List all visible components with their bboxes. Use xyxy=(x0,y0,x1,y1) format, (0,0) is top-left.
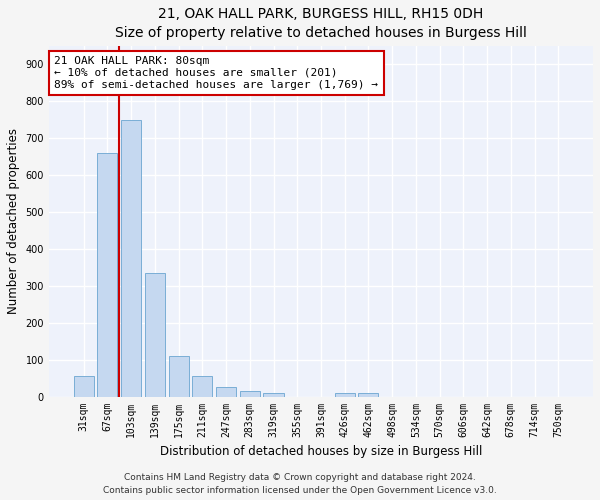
Title: 21, OAK HALL PARK, BURGESS HILL, RH15 0DH
Size of property relative to detached : 21, OAK HALL PARK, BURGESS HILL, RH15 0D… xyxy=(115,7,527,40)
Bar xyxy=(335,393,355,396)
Bar xyxy=(97,153,118,396)
Bar xyxy=(239,391,260,396)
Bar xyxy=(121,120,141,396)
Y-axis label: Number of detached properties: Number of detached properties xyxy=(7,128,20,314)
Bar xyxy=(192,376,212,396)
Bar xyxy=(263,393,284,396)
Bar xyxy=(169,356,188,397)
Bar xyxy=(145,273,165,396)
Text: Contains HM Land Registry data © Crown copyright and database right 2024.
Contai: Contains HM Land Registry data © Crown c… xyxy=(103,473,497,495)
Bar xyxy=(216,388,236,396)
X-axis label: Distribution of detached houses by size in Burgess Hill: Distribution of detached houses by size … xyxy=(160,445,482,458)
Text: 21 OAK HALL PARK: 80sqm
← 10% of detached houses are smaller (201)
89% of semi-d: 21 OAK HALL PARK: 80sqm ← 10% of detache… xyxy=(55,56,379,90)
Bar xyxy=(74,376,94,396)
Bar xyxy=(358,393,379,396)
